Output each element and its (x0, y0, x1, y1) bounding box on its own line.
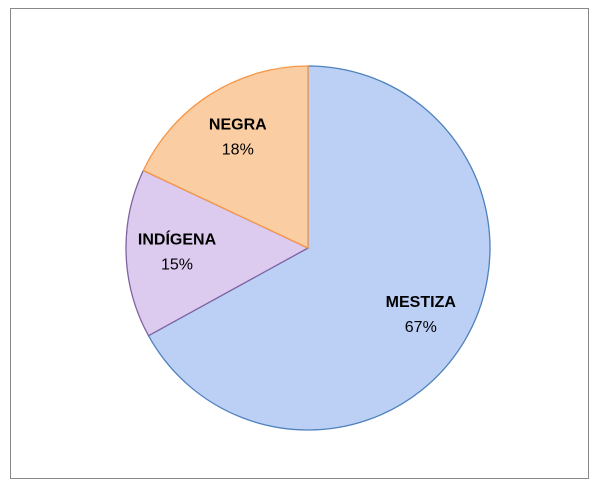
slice-name: INDÍGENA (138, 229, 217, 248)
pie-slice (142, 65, 309, 250)
pie-slice (147, 65, 491, 431)
slice-name: MESTIZA (386, 294, 457, 311)
slice-value-label: 15% (161, 256, 193, 273)
slice-name: NEGRA (209, 117, 267, 134)
slice-value-label: 18% (222, 142, 254, 159)
pie-slice (125, 169, 310, 337)
slice-value-label: 67% (405, 319, 437, 336)
